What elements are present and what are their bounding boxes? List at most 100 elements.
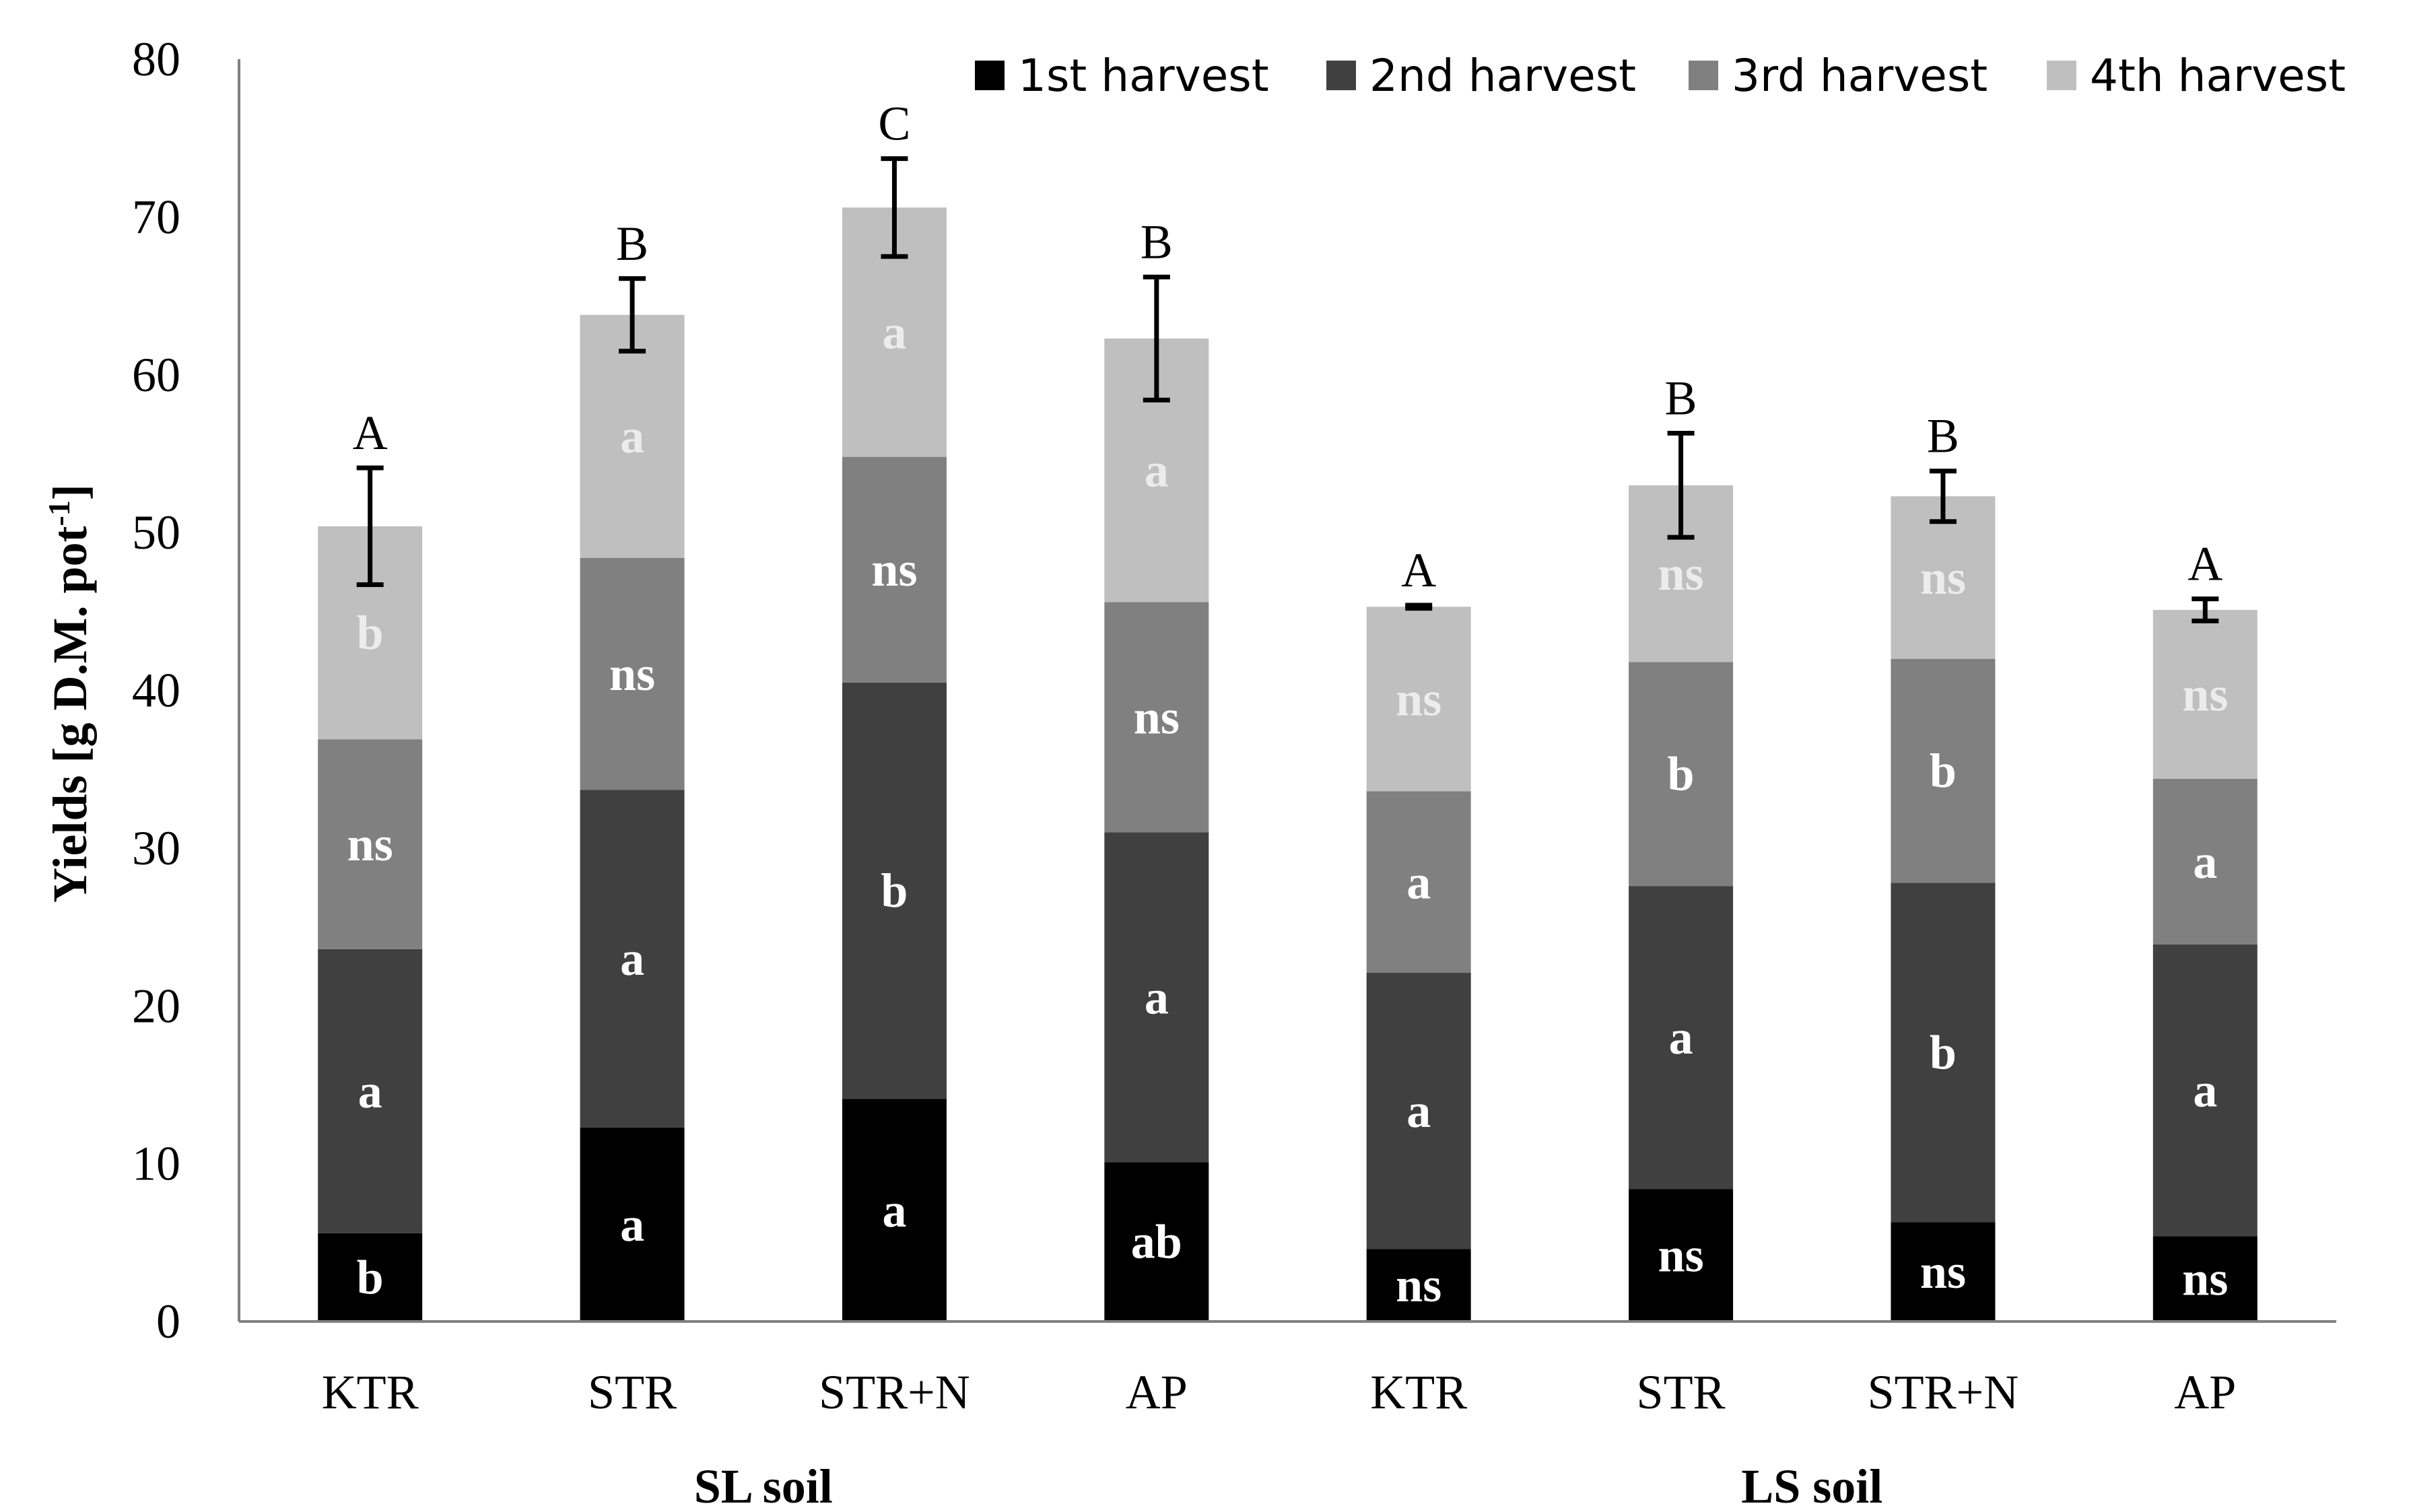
- segment-letter: b: [357, 606, 384, 660]
- legend-swatch: [975, 61, 1005, 90]
- x-tick-label: AP: [2174, 1365, 2236, 1419]
- segment-letter: a: [620, 1198, 644, 1251]
- group-label: SL soil: [694, 1459, 833, 1512]
- bar-segment: [1366, 973, 1471, 1249]
- y-tick-label: 20: [132, 979, 180, 1033]
- segment-letter: ns: [1396, 1258, 1441, 1312]
- bar-segment: [1104, 832, 1209, 1163]
- segment-letter: a: [620, 409, 644, 463]
- bar-segment: [1104, 602, 1209, 833]
- segment-letter: ab: [1131, 1215, 1182, 1269]
- x-tick-label: KTR: [322, 1365, 419, 1419]
- segment-letter: ns: [1658, 547, 1704, 600]
- segment-letter: ns: [347, 817, 393, 871]
- bar-segment: [842, 1099, 947, 1321]
- x-tick-label: KTR: [1370, 1365, 1467, 1419]
- bar-segment: [1366, 607, 1471, 792]
- legend-swatch: [1326, 61, 1356, 90]
- x-tick-label: STR+N: [819, 1365, 970, 1419]
- total-letter: A: [2187, 537, 2222, 591]
- segment-letter: b: [1930, 744, 1957, 798]
- legend-swatch: [1689, 61, 1718, 90]
- legend-label: 1st harvest: [1018, 50, 1269, 102]
- x-axis: KTR STR STR+N AP KTR STR STR+N AP SL soil LS soil: [239, 1320, 2336, 1512]
- total-letter: B: [616, 217, 648, 271]
- y-tick-label: 40: [132, 664, 180, 718]
- bar-segment: [1891, 1222, 1996, 1321]
- total-letter: A: [353, 406, 388, 460]
- bars: bansbAaansaBabnsaCabansaBnsaansAnsabnsBn…: [318, 97, 2257, 1321]
- segment-letter: a: [2193, 835, 2217, 889]
- segment-letter: ns: [1396, 672, 1441, 726]
- y-axis-title: Yields [g D.M. pot-1]: [42, 484, 98, 903]
- segment-letter: a: [1145, 970, 1169, 1024]
- y-axis-title-superscript: -1: [42, 500, 76, 526]
- total-letter: C: [878, 97, 910, 151]
- bar-segment: [1629, 1189, 1734, 1321]
- segment-letter: b: [357, 1250, 384, 1304]
- segment-letter: a: [620, 932, 644, 986]
- bar-segment: [1629, 662, 1734, 887]
- bar-segment: [580, 314, 685, 558]
- segment-letter: ns: [1920, 1245, 1966, 1299]
- bar-segment: [1366, 791, 1471, 973]
- bar-segment: [580, 1127, 685, 1321]
- bar-segment: [580, 557, 685, 790]
- legend-label: 2nd harvest: [1369, 50, 1636, 102]
- x-tick-label: STR: [1637, 1365, 1726, 1419]
- segment-letter: ns: [2182, 1252, 2228, 1306]
- y-axis-title-end: ]: [43, 484, 97, 500]
- segment-letter: ns: [1134, 690, 1180, 744]
- bar-segment: [318, 1233, 423, 1321]
- segment-letter: ns: [609, 647, 655, 701]
- bar-segment: [1629, 886, 1734, 1190]
- y-tick-label: 50: [132, 506, 180, 559]
- bar-segment: [2152, 1236, 2257, 1321]
- bar-segment: [1366, 1249, 1471, 1321]
- y-tick-label: 80: [132, 32, 180, 86]
- y-axis: 0 10 20 30 40 50 60 70 80 Yields [g D.M. pot-1]: [42, 32, 240, 1348]
- segment-letter: ns: [1658, 1229, 1704, 1282]
- bar-segment: [1104, 1162, 1209, 1321]
- segment-letter: a: [882, 1183, 906, 1237]
- segment-letter: a: [1406, 1084, 1431, 1138]
- segment-letter: a: [1406, 855, 1431, 909]
- y-axis-title-main: Yields [g D.M. pot: [43, 526, 97, 902]
- y-tick-label: 60: [132, 348, 180, 402]
- x-tick-label: STR+N: [1868, 1365, 2019, 1419]
- bar-segment: [1891, 658, 1996, 883]
- bar-segment: [842, 682, 947, 1099]
- legend-label: 4th harvest: [2090, 50, 2346, 102]
- total-letter: B: [1665, 371, 1697, 425]
- legend: 1st harvest 2nd harvest 3rd harvest 4th har…: [975, 50, 2346, 102]
- segment-letter: a: [1145, 444, 1169, 497]
- bar-segment: [318, 739, 423, 949]
- bar-segment: [2152, 778, 2257, 944]
- bar-segment: [2152, 944, 2257, 1237]
- y-tick-label: 70: [132, 190, 180, 244]
- group-label: LS soil: [1741, 1459, 1882, 1512]
- bar-segment: [318, 949, 423, 1233]
- total-letter: B: [1141, 215, 1173, 269]
- segment-letter: a: [358, 1064, 382, 1118]
- legend-swatch: [2047, 61, 2076, 90]
- bar-segment: [1891, 883, 1996, 1223]
- bar-segment: [580, 790, 685, 1128]
- segment-letter: a: [1669, 1010, 1693, 1064]
- legend-label: 3rd harvest: [1732, 50, 1988, 102]
- segment-letter: ns: [1920, 551, 1966, 605]
- bar-segment: [2152, 609, 2257, 779]
- bar-segment: [842, 456, 947, 683]
- segment-letter: a: [2193, 1064, 2217, 1118]
- segment-letter: b: [1930, 1025, 1957, 1079]
- segment-letter: ns: [2182, 667, 2228, 721]
- y-tick-label: 0: [156, 1295, 180, 1348]
- y-tick-label: 10: [132, 1137, 180, 1191]
- segment-letter: b: [1668, 747, 1695, 801]
- segment-letter: ns: [871, 543, 917, 596]
- y-tick-label: 30: [132, 821, 180, 875]
- x-tick-label: STR: [588, 1365, 677, 1419]
- total-letter: A: [1401, 543, 1436, 597]
- x-tick-label: AP: [1126, 1365, 1188, 1419]
